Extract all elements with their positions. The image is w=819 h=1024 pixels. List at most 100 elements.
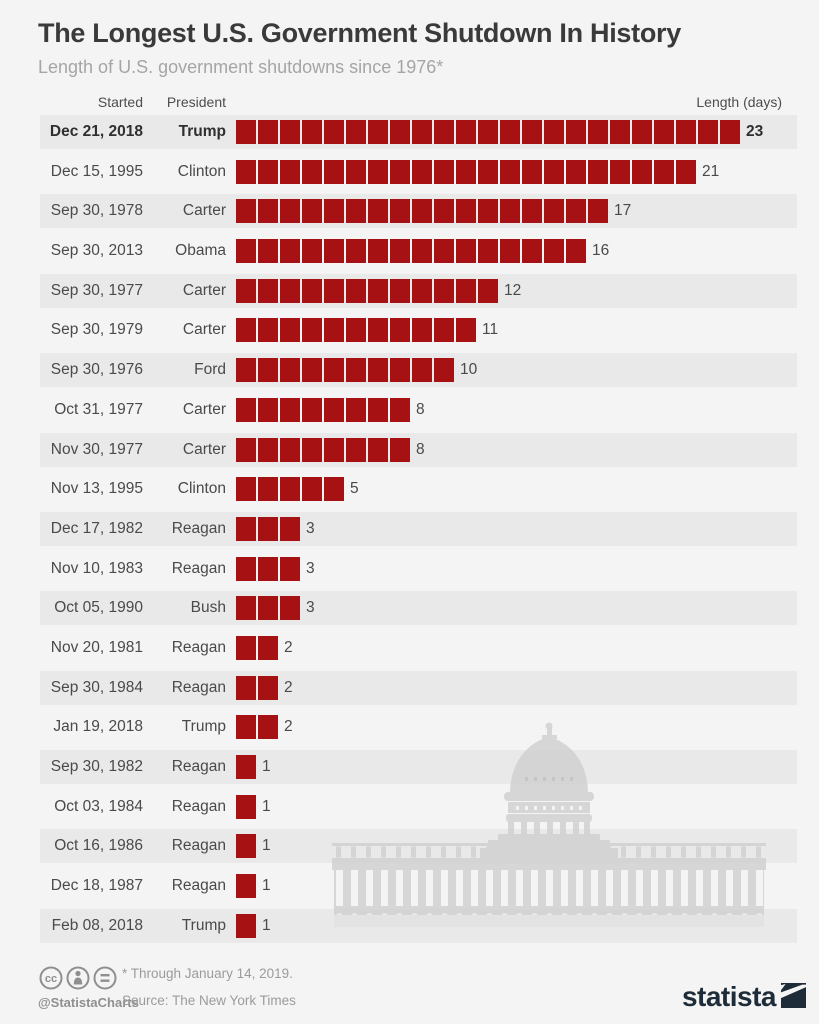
bar-segment [346,397,366,422]
creative-commons-license-icons: cc [39,966,117,990]
bar-segment [258,477,278,502]
bar-segment [324,358,344,383]
length-value: 2 [284,638,293,656]
bar-segment [456,199,476,224]
president-name: Clinton [177,480,226,498]
president-name: Carter [182,202,226,220]
start-date: Dec 15, 1995 [50,162,143,180]
column-header-president: President [166,94,226,110]
bar-segment [302,358,322,383]
bar-segment [522,159,542,184]
bar-segment [280,358,300,383]
start-date: Oct 16, 1986 [54,837,143,855]
bar-segment [390,358,410,383]
length-value: 3 [306,559,315,577]
bar-segment [236,397,256,422]
shutdown-table: Dec 21, 2018 Trump 23 Dec 15, 1995 Clint… [40,115,797,948]
bar-segment [390,199,410,224]
column-header-started: Started [97,94,143,110]
bar-segment [412,318,432,343]
bar-segment [478,199,498,224]
length-value: 2 [284,678,293,696]
bar-segment [280,239,300,264]
bar-segment [280,159,300,184]
bar-segment [236,556,256,581]
equals-icon [93,966,117,990]
bar-segment [236,318,256,343]
length-value: 1 [262,916,271,934]
bar-segment [720,120,740,144]
bar-segment [346,120,366,144]
length-value: 8 [416,400,425,418]
president-name: Reagan [171,837,226,855]
president-name: Trump [181,718,226,736]
bar-segment [236,635,256,660]
bar-segment [258,318,278,343]
president-name: Carter [182,400,226,418]
bar-segment [368,199,388,224]
bar-segment [368,437,388,462]
start-date: Jan 19, 2018 [53,718,143,736]
bar-segment [346,239,366,264]
length-bar [236,278,500,303]
bar-segment [368,358,388,383]
length-bar [236,397,412,422]
bar-segment [280,596,300,621]
bar-segment [324,120,344,144]
length-bar [236,437,412,462]
bar-segment [654,120,674,144]
length-bar [236,596,302,621]
table-row: Sep 30, 1978 Carter 17 [40,194,797,229]
length-bar [236,834,258,859]
bar-segment [390,159,410,184]
bar-segment [302,199,322,224]
bar-segment [324,477,344,502]
length-bar [236,675,280,700]
president-name: Obama [175,242,226,260]
bar-segment [500,159,520,184]
bar-segment [434,278,454,303]
table-row: Dec 15, 1995 Clinton 21 [40,155,797,189]
length-value: 3 [306,519,315,537]
bar-segment [280,397,300,422]
bar-segment [258,239,278,264]
start-date: Sep 30, 1978 [50,202,143,220]
bar-segment [324,159,344,184]
bar-segment [280,516,300,541]
column-header-length: Length (days) [696,94,782,110]
bar-segment [522,239,542,264]
bar-segment [258,278,278,303]
president-name: Reagan [171,877,226,895]
bar-segment [478,159,498,184]
bar-segment [566,239,586,264]
bar-segment [236,477,256,502]
length-bar [236,715,280,740]
bar-segment [236,239,256,264]
length-bar [236,516,302,541]
start-date: Sep 30, 1977 [50,281,143,299]
bar-segment [434,199,454,224]
bar-segment [654,159,674,184]
bar-segment [456,278,476,303]
bar-segment [456,318,476,343]
bar-segment [302,159,322,184]
bar-segment [324,239,344,264]
length-bar [236,239,588,264]
start-date: Oct 31, 1977 [54,400,143,418]
length-bar [236,874,258,899]
bar-segment [324,199,344,224]
length-value: 1 [262,877,271,895]
bar-segment [258,120,278,144]
bar-segment [324,397,344,422]
table-row: Sep 30, 1979 Carter 11 [40,313,797,347]
length-value: 12 [504,281,522,299]
length-bar [236,794,258,819]
bar-segment [258,675,278,700]
president-name: Reagan [171,758,226,775]
bar-segment [544,239,564,264]
bar-segment [544,120,564,144]
bar-segment [258,556,278,581]
bar-segment [236,913,256,938]
start-date: Sep 30, 1982 [50,758,143,775]
